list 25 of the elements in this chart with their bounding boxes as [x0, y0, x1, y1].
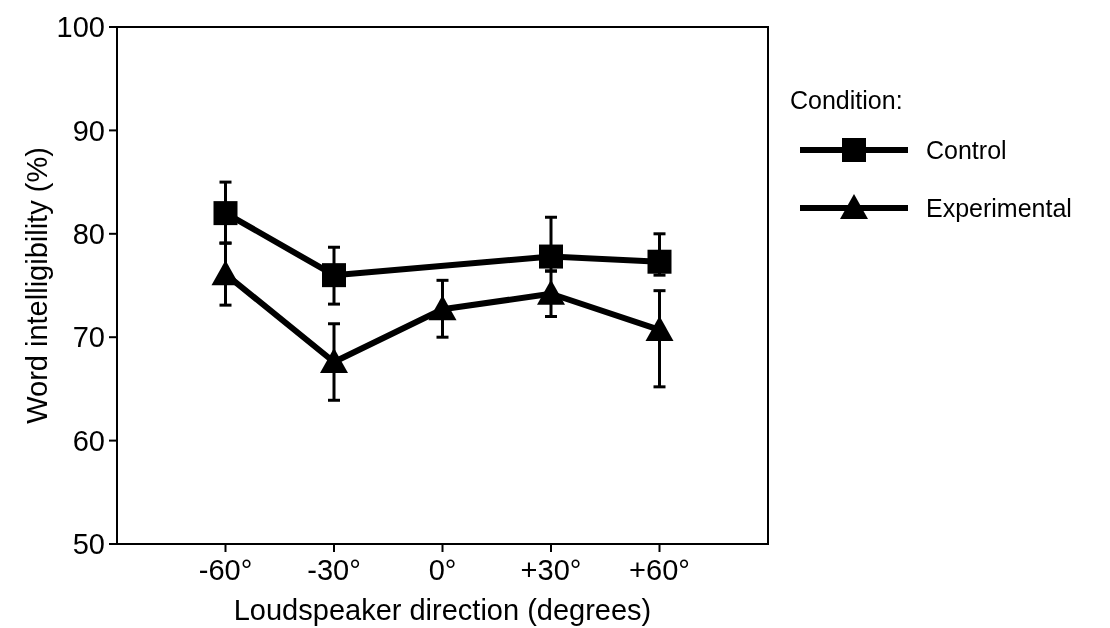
y-tick-label: 70 — [72, 321, 105, 354]
point — [320, 348, 348, 374]
point — [428, 295, 457, 321]
y-tick-label: 100 — [56, 11, 105, 44]
x-tick-label: +60° — [629, 554, 690, 586]
y-tick-label: 90 — [72, 114, 105, 147]
x-tick-label: +30° — [520, 554, 582, 586]
x-tick-label: -30° — [307, 554, 361, 586]
point — [539, 244, 563, 269]
legend-label: Control — [926, 135, 1007, 164]
x-tick-label: 0° — [428, 554, 457, 586]
point — [645, 315, 674, 341]
point — [322, 263, 346, 288]
legend-label: Experimental — [926, 193, 1072, 222]
point — [213, 201, 238, 226]
y-tick-label: 50 — [72, 528, 105, 561]
x-tick-label: -60° — [198, 554, 253, 586]
point — [211, 260, 240, 286]
y-tick-label: 60 — [72, 424, 105, 457]
point — [537, 279, 565, 305]
legend-title: Condition: — [790, 86, 903, 114]
y-tick-label: 80 — [72, 217, 105, 250]
x-axis-title: Loudspeaker direction (degrees) — [233, 594, 652, 626]
y-axis-title: Word intelligibility (%) — [21, 147, 53, 424]
point — [647, 249, 672, 274]
